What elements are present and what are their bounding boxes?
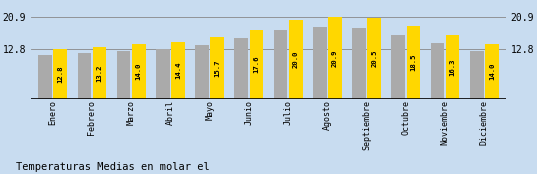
Bar: [485, 44, 499, 99]
Bar: [132, 44, 146, 99]
Text: Temperaturas Medias en molar el: Temperaturas Medias en molar el: [16, 162, 210, 172]
Bar: [235, 38, 248, 99]
Text: 18.5: 18.5: [410, 54, 416, 71]
Text: 14.0: 14.0: [136, 63, 142, 80]
Bar: [352, 28, 366, 99]
Bar: [117, 51, 130, 99]
Bar: [313, 27, 326, 99]
Text: 16.3: 16.3: [449, 58, 455, 76]
Text: 17.6: 17.6: [253, 56, 259, 73]
Bar: [211, 37, 224, 99]
Bar: [407, 26, 420, 99]
Bar: [274, 30, 287, 99]
Text: 20.0: 20.0: [293, 51, 299, 68]
Bar: [289, 20, 302, 99]
Bar: [446, 35, 460, 99]
Bar: [391, 35, 405, 99]
Text: 14.4: 14.4: [175, 62, 181, 80]
Bar: [470, 51, 484, 99]
Text: 13.2: 13.2: [97, 64, 103, 82]
Bar: [431, 43, 444, 99]
Bar: [367, 18, 381, 99]
Text: 12.8: 12.8: [57, 65, 63, 83]
Bar: [328, 17, 342, 99]
Text: 20.5: 20.5: [371, 50, 377, 68]
Bar: [53, 49, 67, 99]
Text: 20.9: 20.9: [332, 49, 338, 67]
Bar: [171, 42, 185, 99]
Text: 15.7: 15.7: [214, 59, 220, 77]
Bar: [195, 45, 209, 99]
Bar: [93, 47, 106, 99]
Bar: [250, 30, 263, 99]
Text: 14.0: 14.0: [489, 63, 495, 80]
Bar: [156, 49, 170, 99]
Bar: [38, 55, 52, 99]
Bar: [77, 53, 91, 99]
